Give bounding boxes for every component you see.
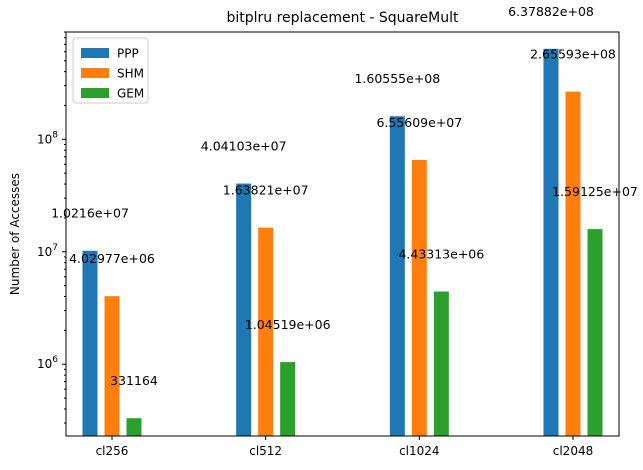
x-tick-label-cl512: cl512 [249, 444, 282, 458]
data-label-ppp-cl256: 1.0216e+07 [51, 206, 129, 221]
bar-shm-cl1024 [411, 159, 427, 436]
data-label-gem-cl256: 331164 [110, 373, 158, 388]
data-label-shm-cl256: 4.02977e+06 [69, 251, 155, 266]
y-tick-label-1e7: 107 [37, 243, 58, 259]
bar-gem-cl256 [126, 418, 142, 436]
y-tick-label-1e8: 108 [37, 130, 58, 146]
legend-label-shm: SHM [117, 67, 144, 81]
legend-label-ppp: PPP [117, 47, 139, 61]
data-label-shm-cl512: 1.63821e+07 [223, 183, 309, 198]
bar-ppp-cl256 [82, 250, 98, 436]
legend-label-gem: GEM [117, 87, 144, 101]
plot-frame [65, 31, 620, 437]
legend-swatch-gem [81, 88, 109, 98]
bar-shm-cl256 [104, 296, 120, 436]
axes-group: cl256 cl512 cl1024 cl2048 106 107 108 [37, 31, 620, 458]
bar-gem-cl1024 [433, 291, 449, 436]
data-label-gem-cl1024: 4.43313e+06 [398, 246, 484, 261]
bar-ppp-cl1024 [389, 116, 405, 436]
chart-title: bitplru replacement - SquareMult [226, 10, 459, 26]
bar-gem-cl2048 [587, 229, 603, 436]
legend: PPP SHM GEM [72, 37, 149, 104]
data-label-ppp-cl512: 4.04103e+07 [201, 139, 287, 154]
x-tick-label-cl2048: cl2048 [553, 444, 593, 458]
bar-ppp-cl2048 [543, 48, 559, 436]
data-labels-group: 1.0216e+07 4.04103e+07 1.60555e+08 6.37882e… [51, 4, 638, 388]
bar-shm-cl512 [258, 227, 274, 436]
data-label-gem-cl512: 1.04519e+06 [245, 317, 331, 332]
data-label-shm-cl1024: 6.55609e+07 [376, 115, 462, 130]
y-tick-label-1e6: 106 [37, 355, 58, 371]
bars-group [82, 48, 603, 436]
bar-gem-cl512 [280, 362, 296, 436]
x-tick-label-cl256: cl256 [96, 444, 129, 458]
data-label-ppp-cl1024: 1.60555e+08 [354, 71, 440, 86]
y-axis-label: Number of Accesses [8, 173, 22, 295]
data-label-gem-cl2048: 1.59125e+07 [552, 184, 638, 199]
legend-swatch-shm [81, 68, 109, 78]
data-label-shm-cl2048: 2.65593e+08 [530, 47, 616, 62]
x-tick-label-cl1024: cl1024 [399, 444, 439, 458]
legend-swatch-ppp [81, 48, 109, 58]
bar-ppp-cl512 [236, 183, 252, 436]
bar-shm-cl2048 [565, 91, 581, 436]
data-label-ppp-cl2048: 6.37882e+08 [508, 4, 594, 19]
